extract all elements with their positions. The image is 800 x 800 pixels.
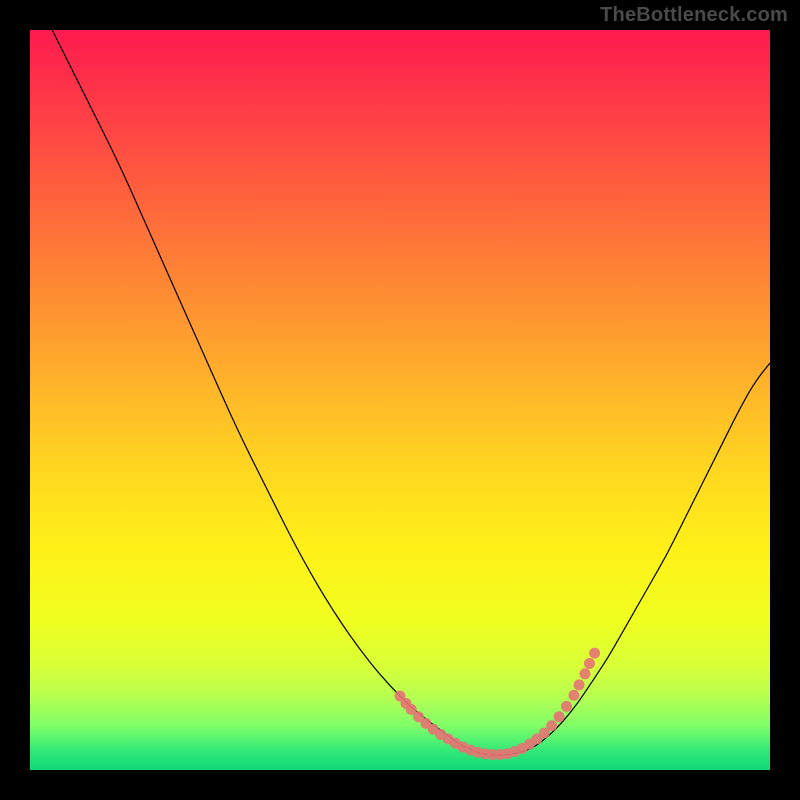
data-marker — [554, 711, 565, 722]
data-marker — [574, 679, 585, 690]
data-marker — [568, 690, 579, 701]
data-marker — [546, 720, 557, 731]
watermark-text: TheBottleneck.com — [600, 4, 788, 27]
plot-area — [30, 30, 770, 770]
bottleneck-chart — [30, 30, 770, 770]
chart-frame: TheBottleneck.com — [0, 0, 800, 800]
data-marker — [584, 658, 595, 669]
gradient-background — [30, 30, 770, 770]
data-marker — [589, 648, 600, 659]
data-marker — [561, 701, 572, 712]
data-marker — [580, 668, 591, 679]
